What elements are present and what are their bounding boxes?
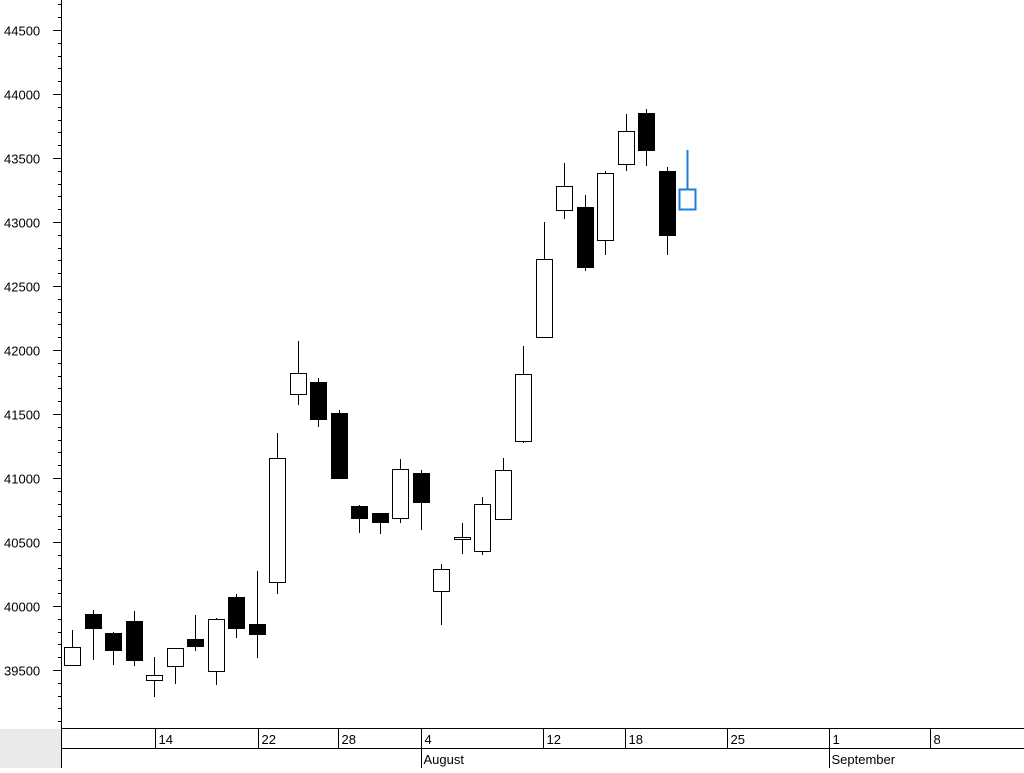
candle-body xyxy=(474,504,491,552)
candle xyxy=(126,611,143,666)
candle xyxy=(372,513,389,534)
candle-body xyxy=(187,639,204,647)
x-month-label: August xyxy=(424,752,465,767)
candle-body xyxy=(597,173,614,241)
candle xyxy=(310,378,327,427)
candle-body xyxy=(208,619,225,672)
candle-body xyxy=(638,113,655,151)
candle xyxy=(454,523,471,554)
candle xyxy=(413,470,430,530)
candle-body xyxy=(310,382,327,420)
candle xyxy=(290,341,307,405)
x-tick-label: 8 xyxy=(934,732,941,747)
candle xyxy=(515,346,532,443)
x-tick-label: 1 xyxy=(833,732,840,747)
y-axis: 39500 40000 40500 41000 41500 42000 42500 43000… xyxy=(4,0,62,768)
candle xyxy=(618,114,635,171)
candle xyxy=(208,618,225,685)
x-tick-label: 18 xyxy=(629,732,643,747)
candle xyxy=(495,458,512,520)
candle-body xyxy=(577,207,594,268)
candle-body xyxy=(331,413,348,479)
candle xyxy=(392,459,409,523)
candle xyxy=(105,632,122,665)
candle xyxy=(269,433,286,594)
candle-body xyxy=(351,506,368,519)
candle xyxy=(167,648,184,684)
candle-body xyxy=(515,374,532,442)
candle xyxy=(638,109,655,166)
candle-series xyxy=(64,109,697,697)
y-tick-label: 41500 xyxy=(4,408,40,423)
candle-body xyxy=(433,569,450,592)
candle xyxy=(187,615,204,651)
y-tick-label: 41000 xyxy=(4,472,40,487)
x-tick-label: 25 xyxy=(731,732,745,747)
x-month-label: September xyxy=(832,752,896,767)
y-tick-label: 40500 xyxy=(4,536,40,551)
candle-body xyxy=(536,259,553,338)
x-tick-label: 22 xyxy=(262,732,276,747)
candle-body xyxy=(105,633,122,651)
candle xyxy=(433,564,450,625)
candle-body xyxy=(64,647,81,666)
candle-body xyxy=(495,470,512,520)
candle-body xyxy=(269,458,286,583)
y-tick-label: 42000 xyxy=(4,344,40,359)
candle-body xyxy=(392,469,409,519)
candle xyxy=(351,505,368,533)
x-tick-label: 12 xyxy=(547,732,561,747)
candle-body xyxy=(290,373,307,395)
y-tick-label: 44000 xyxy=(4,88,40,103)
y-tick-label: 43500 xyxy=(4,152,40,167)
candle-body xyxy=(678,188,697,211)
candle-body xyxy=(659,171,676,236)
candle-body xyxy=(372,513,389,523)
y-tick-label: 44500 xyxy=(4,24,40,39)
candle xyxy=(659,167,676,255)
candle-body xyxy=(85,614,102,629)
candle xyxy=(331,410,348,479)
candle-body xyxy=(618,131,635,165)
candle xyxy=(577,195,594,271)
candle-body xyxy=(413,473,430,503)
candle xyxy=(228,594,245,638)
candle xyxy=(64,630,81,666)
candle xyxy=(146,657,163,697)
candle-body xyxy=(126,621,143,661)
candle xyxy=(678,150,697,211)
candle-body xyxy=(556,186,573,211)
x-tick-label: 4 xyxy=(425,732,432,747)
candle-body xyxy=(454,537,471,540)
candle-body xyxy=(249,624,266,635)
y-tick-label: 39500 xyxy=(4,664,40,679)
y-tick-label: 40000 xyxy=(4,600,40,615)
candle-body xyxy=(228,597,245,629)
candle xyxy=(474,497,491,555)
candle xyxy=(85,610,102,660)
candle-body xyxy=(167,648,184,667)
candle xyxy=(556,163,573,219)
candle xyxy=(536,222,553,338)
candle xyxy=(597,171,614,255)
x-tick-label: 28 xyxy=(342,732,356,747)
x-tick-label: 14 xyxy=(159,732,173,747)
candle xyxy=(249,571,266,658)
candle-body xyxy=(146,675,163,681)
y-tick-label: 43000 xyxy=(4,216,40,231)
y-tick-label: 42500 xyxy=(4,280,40,295)
